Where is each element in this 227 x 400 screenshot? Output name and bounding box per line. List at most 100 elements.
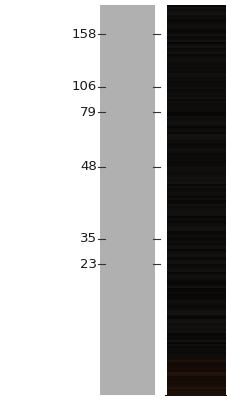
Bar [164,5,227,8]
Bar [164,126,227,128]
Bar [164,218,227,220]
Bar [164,155,227,158]
Bar [164,298,227,300]
Bar [164,256,227,259]
Bar [164,196,227,198]
Bar [164,307,227,310]
Bar [164,75,227,78]
Bar [164,222,227,224]
Bar [164,146,227,148]
Bar [164,243,227,245]
Bar [164,169,227,171]
Bar [164,313,227,316]
Bar [164,198,227,200]
Bar [164,130,227,132]
Bar [164,389,227,392]
Bar [164,52,227,54]
Bar [225,5,227,395]
Bar [164,202,227,204]
Bar [164,327,227,329]
Bar [164,350,227,353]
Bar [164,178,227,181]
Bar [164,134,227,136]
Bar [164,140,227,142]
Bar [164,118,227,120]
Bar [164,56,227,58]
Bar [164,231,227,234]
Bar [164,64,227,66]
Bar [164,225,227,228]
Bar [164,138,227,140]
Bar [164,116,227,118]
Bar [164,48,227,50]
Bar [154,5,164,395]
Bar [164,235,227,238]
Bar [164,7,227,9]
Bar [164,157,227,160]
Bar [164,276,227,278]
Bar [164,247,227,249]
Bar [164,268,227,271]
Bar [164,128,227,130]
Bar [164,266,227,269]
Text: 35: 35 [80,232,96,246]
Bar [164,309,227,312]
Bar [164,292,227,294]
Bar [164,229,227,232]
Bar [164,391,227,394]
Text: 48: 48 [80,160,96,173]
Bar [164,348,227,351]
Bar [164,262,227,265]
Bar [164,378,227,380]
Bar [164,311,227,314]
Bar [164,81,227,84]
Bar [164,24,227,27]
Bar [164,136,227,138]
Bar [164,71,227,74]
Bar [164,163,227,166]
Bar [164,362,227,364]
Bar [164,251,227,253]
Bar [164,381,227,384]
Bar [164,124,227,126]
Bar [164,200,227,202]
Bar [164,305,227,308]
Bar [164,91,227,93]
Bar [164,260,227,263]
Bar [164,336,227,339]
Bar [164,370,227,372]
Bar [164,132,227,134]
Bar [164,264,227,267]
Bar [164,26,227,29]
Bar [164,270,227,273]
Bar [164,151,227,154]
Bar [164,280,227,282]
Bar [164,67,227,70]
Bar [164,100,227,103]
Bar [164,323,227,325]
Bar [164,175,227,177]
Bar [164,366,227,368]
Bar [164,214,227,216]
Bar [164,186,227,189]
Text: 79: 79 [80,106,96,119]
Bar [164,144,227,146]
Bar [164,147,227,150]
Bar [164,60,227,62]
Bar [164,368,227,370]
Bar [164,227,227,230]
Bar [164,249,227,251]
Bar [164,284,227,286]
Bar [164,383,227,386]
Bar [164,44,227,46]
Bar [164,220,227,222]
Bar [164,28,227,31]
Bar [164,20,227,23]
Bar [164,106,227,109]
Bar [164,379,227,382]
Bar [164,46,227,48]
Bar [164,97,227,99]
Bar [164,338,227,341]
Bar [164,108,227,111]
Bar [164,5,166,395]
